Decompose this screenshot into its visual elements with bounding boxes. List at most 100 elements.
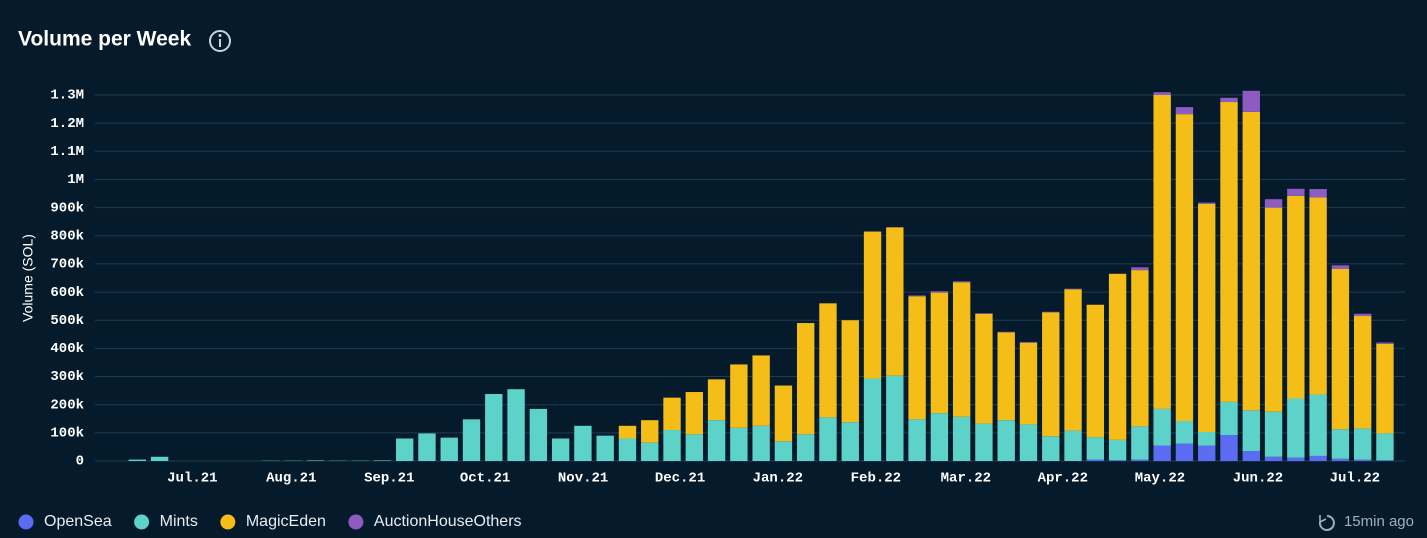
bar-segment	[797, 434, 815, 461]
bar-segment	[1019, 341, 1038, 343]
chart-title: Volume per Week	[18, 28, 191, 51]
legend-label: OpenSea	[44, 513, 112, 530]
bar-segment	[952, 282, 971, 417]
legend-item[interactable]: MagicEden	[220, 513, 326, 530]
bar-segment	[1309, 394, 1327, 456]
bar-segment	[997, 331, 1015, 333]
y-tick-label: 1M	[67, 172, 84, 188]
legend-swatch	[134, 514, 150, 530]
bar-segment	[1264, 199, 1283, 208]
bar-segment	[574, 425, 592, 461]
bar-segment	[952, 281, 971, 283]
bar-segment	[641, 442, 659, 461]
bar-segment	[752, 425, 770, 461]
bar-segment	[1264, 456, 1283, 461]
bar-segment	[1198, 203, 1216, 433]
y-tick-label: 100k	[50, 426, 84, 442]
bar-segment	[1376, 342, 1394, 344]
legend-label: AuctionHouseOthers	[374, 513, 522, 530]
x-tick-label: Jun.22	[1233, 471, 1283, 487]
y-tick-label: 600k	[50, 285, 84, 301]
bar-segment	[618, 438, 637, 461]
bar-segment	[908, 295, 926, 297]
bar-segment	[306, 460, 325, 461]
bar-segment	[1153, 445, 1171, 461]
bar-segment	[128, 459, 147, 461]
bar-segment	[930, 413, 949, 461]
bar-segment	[685, 434, 703, 461]
bar-segment	[1287, 457, 1305, 461]
x-tick-label: Dec.21	[655, 471, 705, 487]
legend-item[interactable]: AuctionHouseOthers	[348, 513, 522, 530]
bar-segment	[930, 292, 949, 414]
bar-segment	[395, 438, 414, 461]
bar-segment	[1220, 435, 1238, 461]
bar-segment	[507, 389, 525, 461]
bar-segment	[440, 437, 458, 461]
bar-segment	[1086, 459, 1105, 461]
legend-swatch	[18, 514, 34, 530]
bar-segment	[1331, 458, 1350, 461]
bar-segment	[685, 392, 703, 435]
y-tick-label: 200k	[50, 397, 84, 413]
bar-segment	[1153, 92, 1171, 95]
legend-label: MagicEden	[246, 513, 326, 530]
x-tick-label: Jan.22	[753, 471, 803, 487]
bar-segment	[908, 296, 926, 420]
bar-segment	[707, 379, 726, 421]
y-tick-label: 1.1M	[50, 144, 84, 160]
x-tick-label: Nov.21	[558, 471, 608, 487]
bar-segment	[150, 456, 169, 461]
bar-segment	[1019, 342, 1038, 425]
bar-segment	[1153, 95, 1171, 409]
bar-segment	[1220, 102, 1238, 402]
bar-segment	[1353, 459, 1372, 461]
bar-segment	[1175, 443, 1194, 461]
bar-segment	[1042, 311, 1060, 313]
bar-segment	[373, 460, 392, 461]
bar-segment	[1175, 107, 1194, 115]
bar-segment	[1108, 460, 1127, 461]
bar-segment	[975, 423, 993, 461]
bar-segment	[1086, 304, 1105, 438]
bar-segment	[1042, 312, 1060, 437]
bar-segment	[930, 291, 949, 293]
x-tick-label: Sep.21	[364, 471, 414, 487]
bar-segment	[1287, 398, 1305, 458]
bar-segment	[730, 364, 748, 428]
bar-segment	[1198, 202, 1216, 204]
y-tick-label: 400k	[50, 341, 84, 357]
bar-segment	[1264, 411, 1283, 457]
bar-segment	[886, 227, 904, 376]
bar-segment	[997, 420, 1015, 461]
legend-item[interactable]: Mints	[134, 513, 198, 530]
bar-segment	[774, 385, 793, 442]
bar-segment	[1264, 207, 1283, 412]
bar-segment	[1242, 451, 1260, 461]
bar-segment	[418, 433, 436, 461]
legend-label: Mints	[160, 513, 198, 530]
bar-segment	[1175, 114, 1194, 422]
x-tick-label: Jul.22	[1330, 471, 1380, 487]
bar-segment	[908, 419, 926, 461]
y-tick-label: 1.2M	[50, 116, 84, 132]
legend-item[interactable]: OpenSea	[18, 513, 112, 530]
y-axis-label: Volume (SOL)	[20, 234, 36, 322]
bar-segment	[663, 430, 681, 461]
bar-segment	[1353, 428, 1372, 460]
bar-segment	[1331, 265, 1350, 269]
bar-segment	[1309, 197, 1327, 395]
bar-segment	[819, 417, 837, 461]
bar-segment	[1131, 267, 1149, 271]
bar-segment	[841, 422, 859, 461]
bar-segment	[1309, 455, 1327, 461]
bar-segment	[863, 378, 882, 461]
bar-segment	[707, 420, 726, 461]
bar-segment	[997, 332, 1015, 421]
bar-segment	[797, 323, 815, 435]
bar-segment	[1131, 270, 1149, 427]
refresh-icon	[1318, 515, 1335, 531]
bar-segment	[462, 419, 481, 461]
bar-segment	[952, 416, 971, 461]
info-icon[interactable]	[209, 30, 231, 52]
